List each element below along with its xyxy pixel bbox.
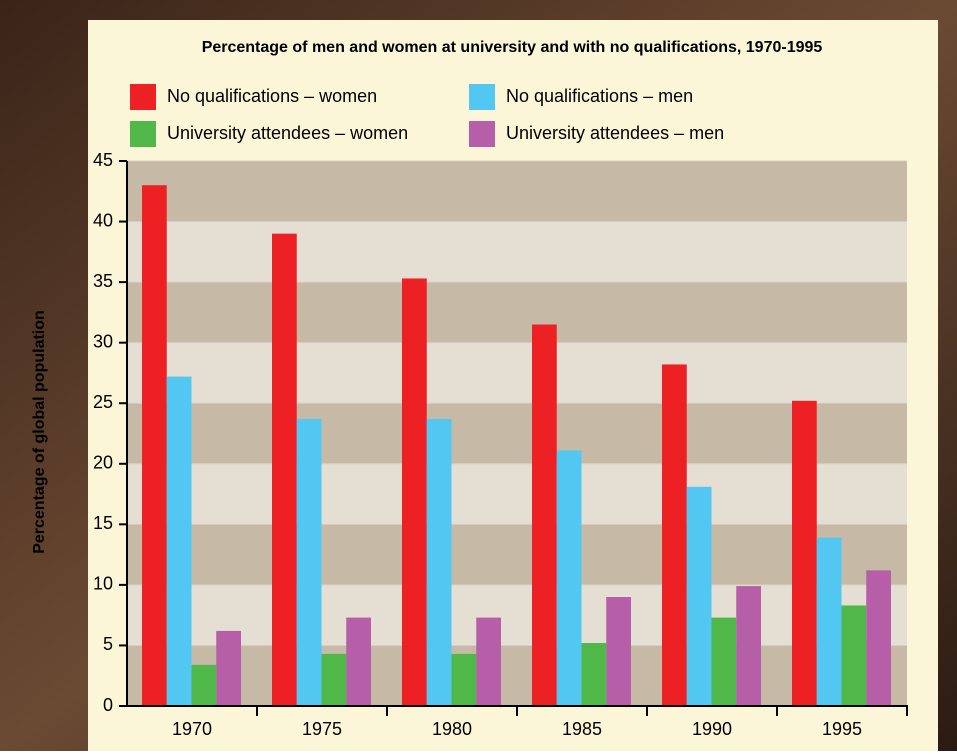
bar — [167, 377, 192, 706]
bar — [687, 487, 712, 706]
x-tick-label: 1985 — [562, 719, 602, 739]
bar — [817, 538, 842, 706]
bar — [272, 234, 297, 706]
grid-band — [127, 222, 907, 283]
grid-band — [127, 585, 907, 646]
bar — [557, 450, 582, 706]
bar — [297, 419, 322, 706]
bar — [427, 419, 452, 706]
grid-band — [127, 161, 907, 222]
y-tick-label: 45 — [93, 150, 113, 170]
y-tick-label: 35 — [93, 271, 113, 291]
legend-label: No qualifications – women — [167, 86, 377, 106]
bar — [216, 631, 241, 706]
bar — [476, 618, 501, 706]
x-tick-label: 1980 — [432, 719, 472, 739]
y-tick-label: 10 — [93, 574, 113, 594]
legend-swatch — [469, 121, 495, 147]
bar — [452, 654, 477, 706]
bar — [532, 325, 557, 707]
chart: Percentage of men and women at universit… — [0, 0, 957, 751]
legend-label: University attendees – women — [167, 123, 408, 143]
legend-swatch — [130, 121, 156, 147]
y-tick-label: 20 — [93, 453, 113, 473]
chart-title: Percentage of men and women at universit… — [202, 39, 823, 56]
bar — [792, 401, 817, 706]
bar — [142, 185, 167, 706]
bar — [662, 364, 687, 706]
legend-swatch — [130, 84, 156, 110]
x-tick-label: 1990 — [692, 719, 732, 739]
y-axis-label: Percentage of global population — [31, 310, 48, 554]
y-tick-label: 5 — [103, 634, 113, 654]
bar — [402, 278, 427, 706]
y-tick-label: 30 — [93, 331, 113, 351]
y-tick-label: 15 — [93, 513, 113, 533]
bar — [712, 618, 737, 706]
grid-band — [127, 403, 907, 464]
grid-band — [127, 524, 907, 585]
grid-band — [127, 464, 907, 525]
bar — [582, 643, 607, 706]
bar — [866, 570, 891, 706]
bar — [322, 654, 347, 706]
legend-label: No qualifications – men — [506, 86, 693, 106]
x-tick-label: 1995 — [822, 719, 862, 739]
bar — [606, 597, 631, 706]
x-tick-label: 1970 — [172, 719, 212, 739]
y-tick-label: 25 — [93, 392, 113, 412]
y-tick-label: 40 — [93, 210, 113, 230]
grid-band — [127, 282, 907, 343]
legend-label: University attendees – men — [506, 123, 724, 143]
y-tick-label: 0 — [103, 695, 113, 715]
bar — [192, 665, 217, 706]
bar — [346, 618, 371, 706]
legend-swatch — [469, 84, 495, 110]
bar — [842, 605, 867, 706]
bar — [736, 586, 761, 706]
x-tick-label: 1975 — [302, 719, 342, 739]
grid-band — [127, 645, 907, 706]
grid-band — [127, 343, 907, 404]
